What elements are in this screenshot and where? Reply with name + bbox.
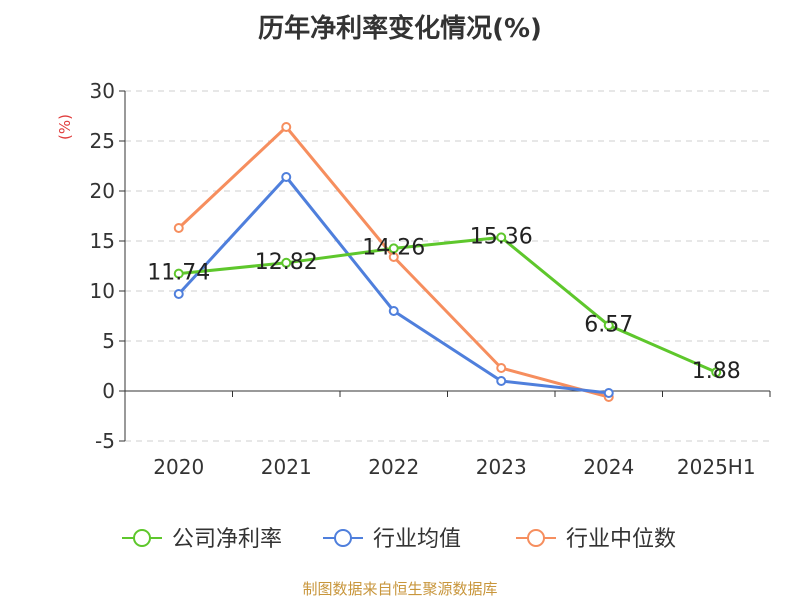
legend-swatch-marker (334, 529, 352, 547)
y-tick-label: 5 (102, 329, 115, 353)
y-tick-label: 25 (90, 129, 115, 153)
legend-swatch-marker (133, 529, 151, 547)
data-label: 14.26 (362, 235, 425, 260)
data-label: 6.57 (584, 312, 633, 337)
data-point (281, 172, 292, 182)
y-tick-label: -5 (95, 429, 115, 453)
series-line (177, 175, 609, 395)
data-point (173, 223, 184, 233)
axes: 30 25 20 15 10 5 0 -5 2020 2021 2022 2023 2024 2025H1 (90, 79, 771, 479)
chart-title: 历年净利率变化情况(%) (258, 14, 542, 44)
data-point (388, 243, 399, 254)
x-tick-label: 2024 (583, 455, 634, 479)
data-point (603, 320, 614, 331)
legend-label: 行业均值 (373, 527, 461, 552)
y-tick-label: 0 (102, 379, 115, 403)
data-point (496, 363, 507, 373)
x-tick-label: 2023 (476, 455, 527, 479)
data-labels: 11.74 12.82 14.26 15.36 6.57 1.88 (147, 224, 740, 384)
data-point (496, 232, 507, 243)
series-layer (173, 122, 722, 402)
legend-label: 行业中位数 (566, 527, 676, 552)
legend-swatch-marker (527, 529, 545, 547)
x-tick-label: 2021 (261, 455, 312, 479)
data-point (281, 122, 292, 132)
y-axis-label: (%) (56, 114, 74, 140)
data-point (281, 257, 292, 268)
data-point (173, 289, 184, 299)
x-tick-label: 2022 (368, 455, 419, 479)
legend-item[interactable]: 行业均值 (323, 527, 461, 552)
x-tick-label: 2025H1 (677, 455, 756, 479)
legend-item[interactable]: 行业中位数 (516, 527, 676, 552)
data-point (173, 268, 184, 279)
data-label: 12.82 (255, 250, 318, 275)
data-label: 11.74 (147, 261, 210, 286)
data-point (711, 367, 722, 378)
data-label: 1.88 (692, 359, 741, 384)
data-point (388, 306, 399, 316)
series-line (178, 235, 717, 374)
data-point (496, 376, 507, 386)
x-tick-label: 2020 (153, 455, 204, 479)
source-note: 制图数据来自恒生聚源数据库 (302, 580, 498, 598)
legend-item[interactable]: 公司净利率 (122, 527, 282, 552)
y-tick-label: 10 (90, 279, 115, 303)
y-tick-label: 20 (90, 179, 115, 203)
data-label: 15.36 (470, 224, 533, 249)
grid-lines (125, 90, 770, 442)
y-tick-label: 15 (90, 229, 115, 253)
data-point (603, 388, 614, 398)
y-tick-label: 30 (90, 79, 115, 103)
legend-label: 公司净利率 (172, 527, 282, 552)
legend[interactable]: 公司净利率 行业均值 行业中位数 (122, 527, 676, 552)
